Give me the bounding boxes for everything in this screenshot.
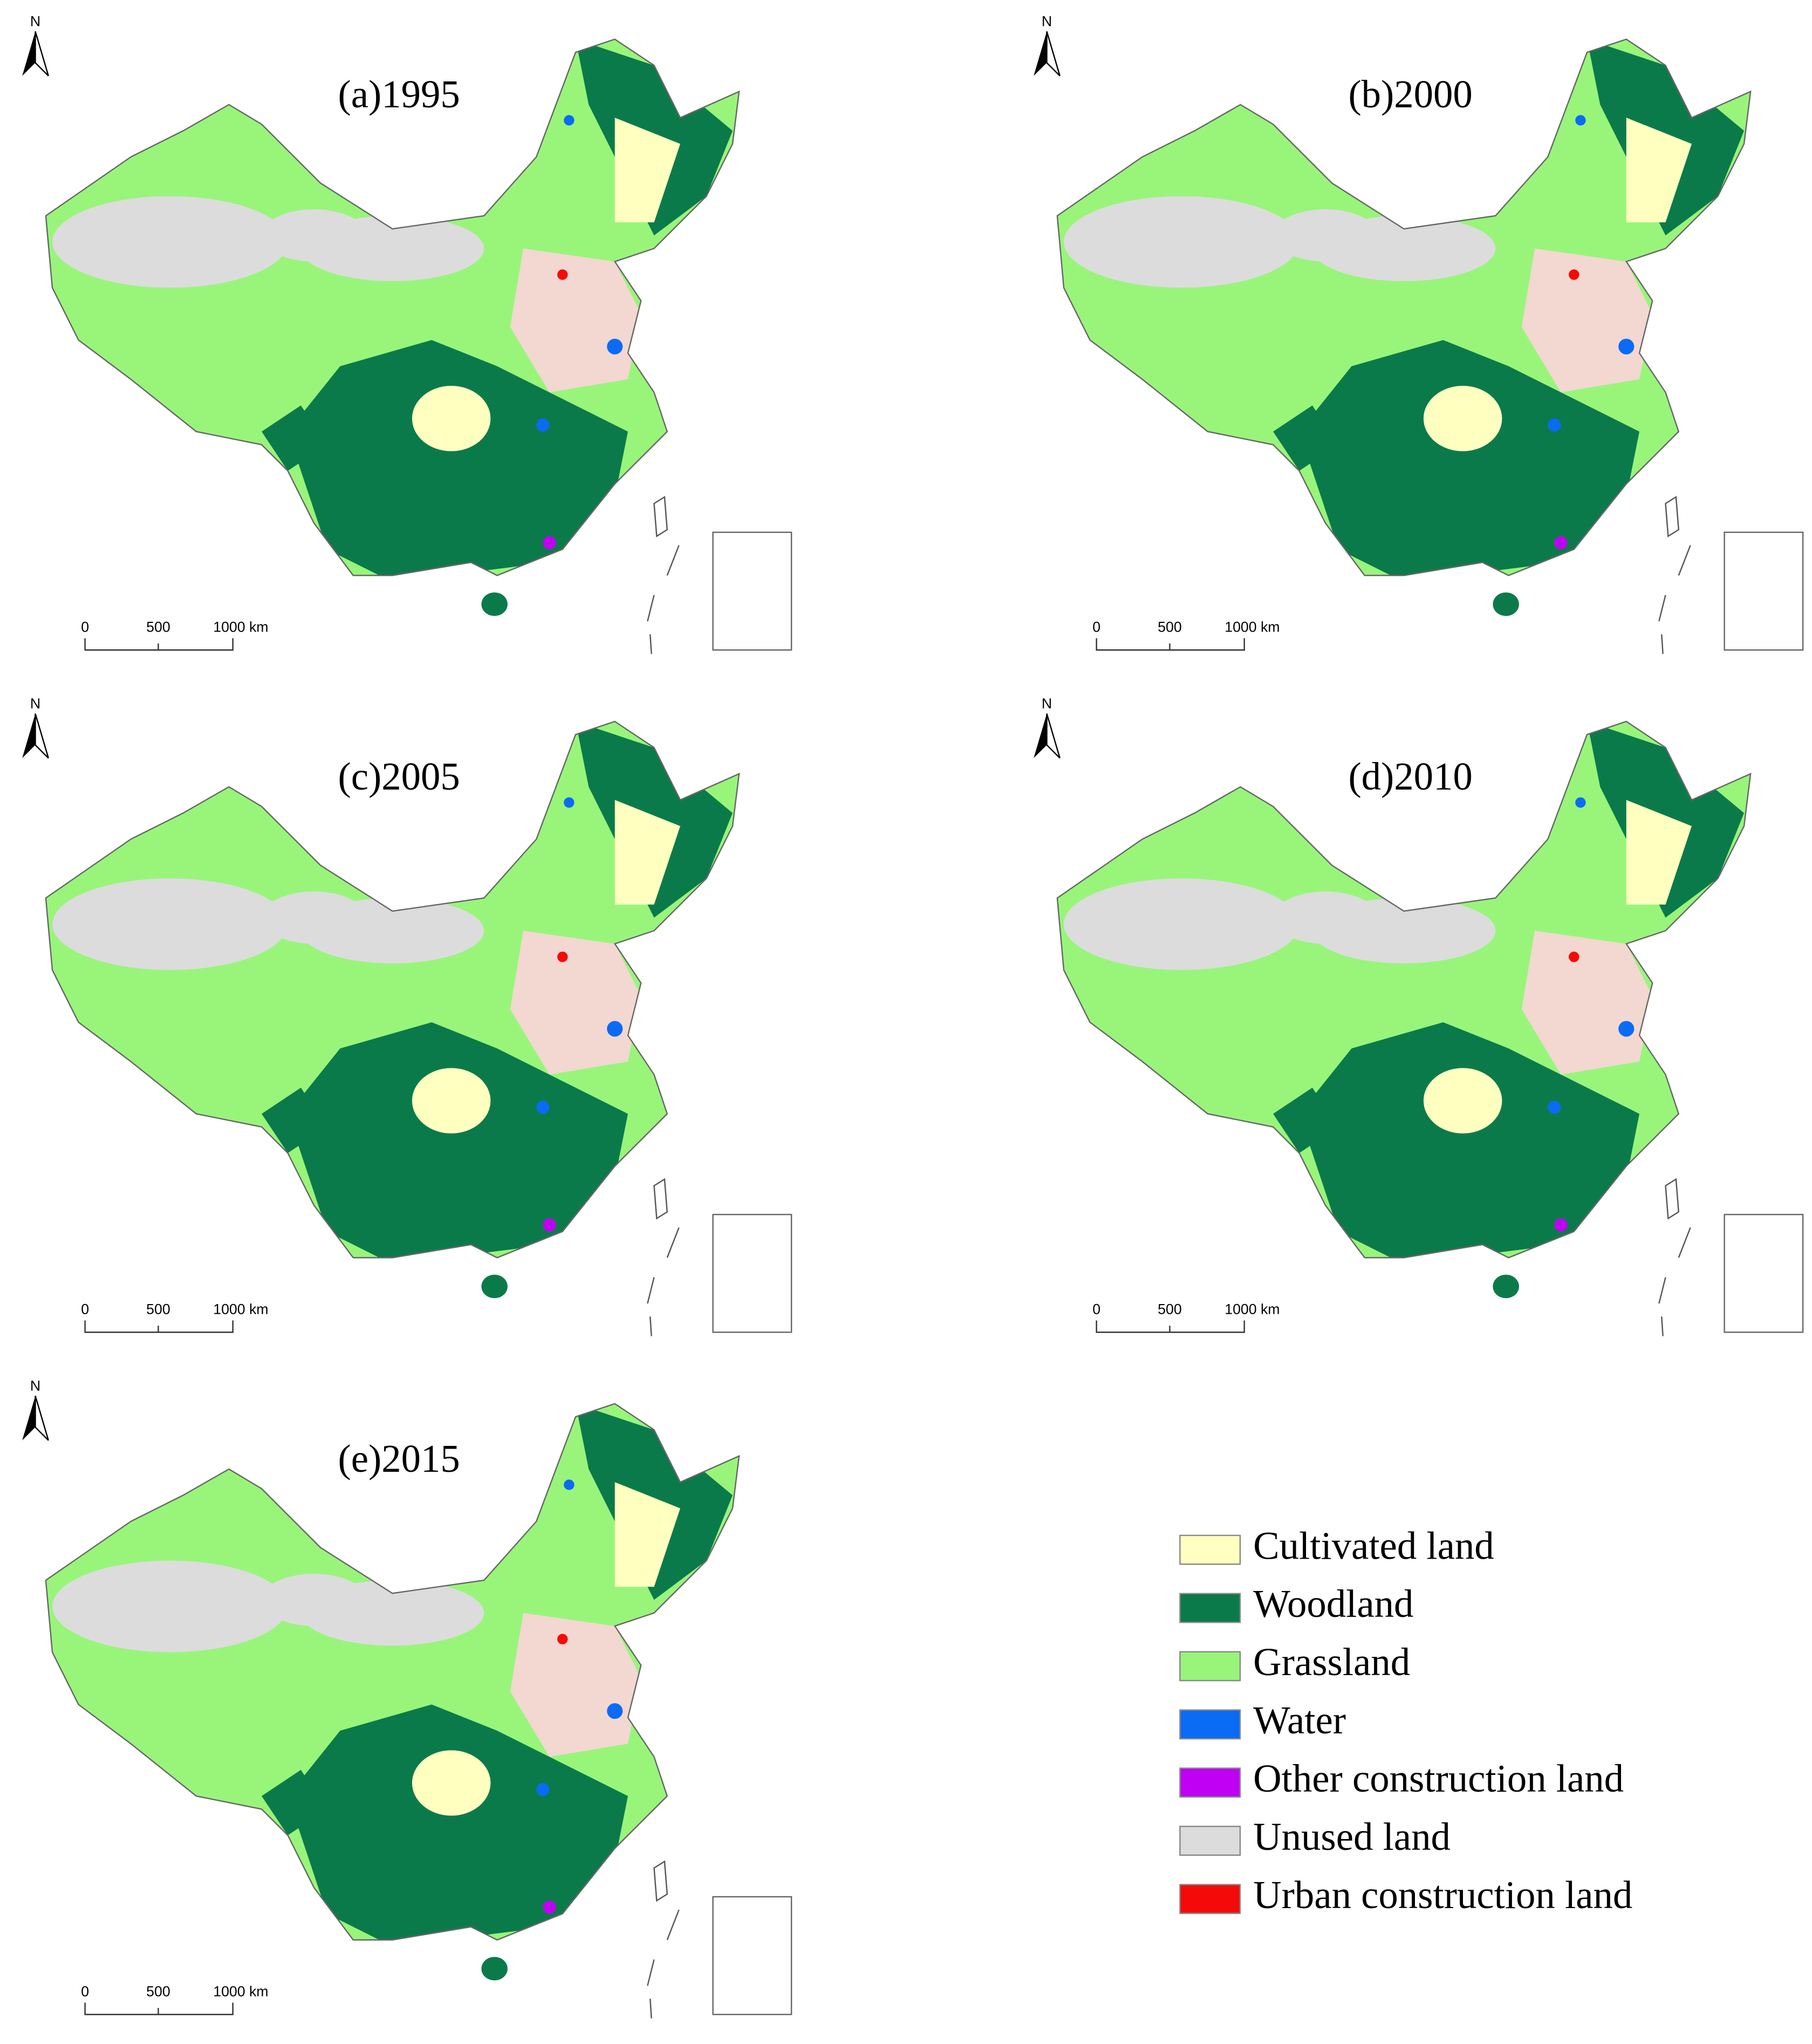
scale-label: 1000 km [1225, 1301, 1280, 1317]
north-arrow [35, 31, 49, 77]
legend-swatch [1179, 1826, 1241, 1856]
north-arrow [35, 1395, 49, 1441]
scale-label: 0 [1092, 1301, 1100, 1317]
north-arrow [35, 713, 49, 759]
panel-title: (c)2005 [338, 755, 460, 798]
legend-label: Water [1253, 1698, 1346, 1742]
north-arrow [1034, 714, 1047, 758]
legend-swatch [1179, 1709, 1241, 1740]
north-label: N [30, 696, 40, 712]
legend-swatch [1179, 1884, 1241, 1914]
scale-label: 1000 km [213, 619, 268, 635]
legend-label: Other construction land [1253, 1757, 1624, 1800]
map-panel: (a)1995 N 0 500 1000 km [0, 0, 791, 654]
map-panel: (d)2010 N 0 500 1000 km [1011, 682, 1803, 1336]
legend: Cultivated land Woodland Grassland Water Oth… [1179, 1524, 1632, 1917]
north-arrow [22, 1396, 36, 1441]
panel-title: (d)2010 [1348, 755, 1472, 798]
scale-label: 1000 km [1225, 619, 1280, 635]
north-arrow [1046, 713, 1061, 759]
legend-swatch [1179, 1534, 1241, 1565]
scale-label: 1000 km [213, 1983, 268, 1999]
legend-swatch [1179, 1767, 1241, 1798]
scale-bar [1096, 1320, 1245, 1333]
map-panel: (e)2015 N 0 500 1000 km [0, 1364, 791, 2019]
legend-swatch [1179, 1651, 1241, 1682]
scale-label: 500 [1158, 619, 1181, 635]
legend-label: Grassland [1253, 1640, 1410, 1684]
north-arrow [1046, 31, 1061, 77]
legend-swatch [1179, 1593, 1241, 1623]
north-arrow [22, 714, 36, 758]
north-arrow [1034, 31, 1047, 76]
scale-label: 0 [1092, 619, 1100, 635]
scale-label: 0 [81, 1301, 89, 1317]
scale-bar [1096, 638, 1245, 651]
panel-title: (a)1995 [338, 72, 460, 116]
scale-bar [84, 1320, 234, 1333]
north-arrow [22, 31, 36, 76]
panel-title: (b)2000 [1348, 72, 1472, 116]
legend-label: Woodland [1253, 1582, 1413, 1625]
north-label: N [30, 13, 40, 29]
scale-label: 500 [146, 619, 170, 635]
scale-label: 0 [81, 1983, 89, 1999]
scale-label: 500 [146, 1301, 170, 1317]
north-label: N [1042, 696, 1052, 712]
scale-label: 0 [81, 619, 89, 635]
legend-label: Cultivated land [1253, 1524, 1494, 1567]
map-panel: (b)2000 N 0 500 1000 km [1011, 0, 1803, 654]
legend-label: Unused land [1253, 1815, 1451, 1858]
scale-bar [84, 2002, 234, 2015]
scale-label: 500 [146, 1983, 170, 1999]
map-panel: (c)2005 N 0 500 1000 km [0, 682, 791, 1336]
north-label: N [30, 1378, 40, 1394]
scale-bar [84, 638, 234, 651]
scale-label: 1000 km [213, 1301, 268, 1317]
north-label: N [1042, 13, 1052, 29]
scale-label: 500 [1158, 1301, 1181, 1317]
panel-title: (e)2015 [338, 1437, 460, 1480]
legend-label: Urban construction land [1253, 1873, 1632, 1917]
